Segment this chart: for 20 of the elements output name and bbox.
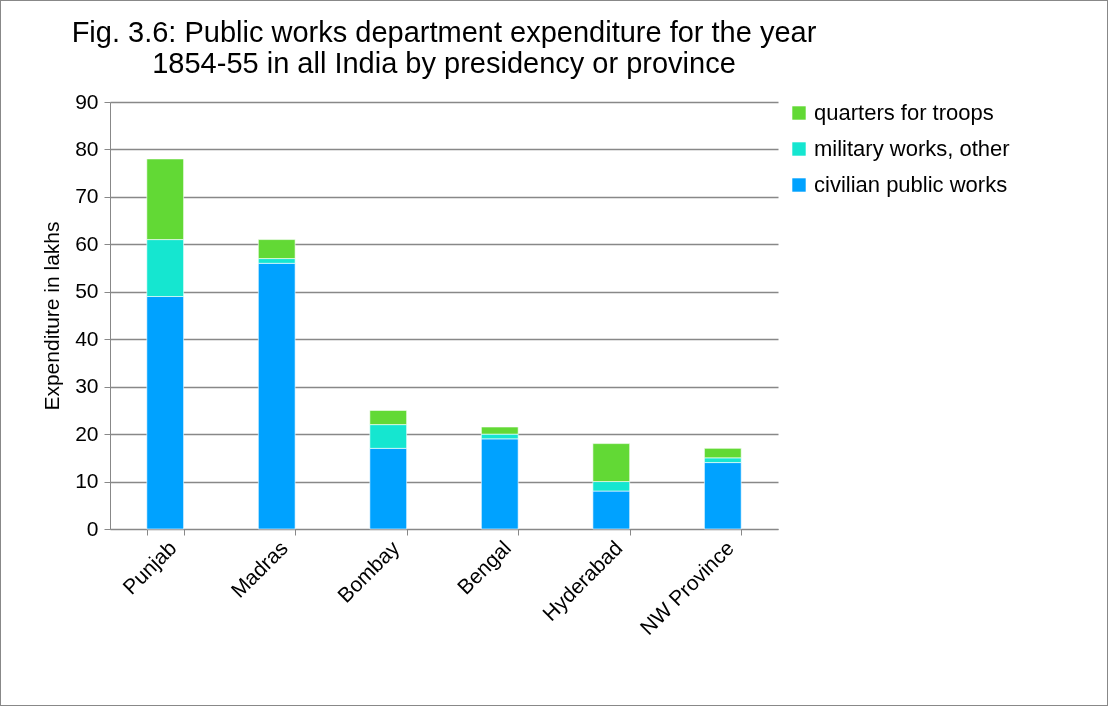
bar: [481, 438, 519, 530]
y-tick-label: 20: [75, 421, 99, 445]
y-tick-label: 90: [75, 89, 99, 113]
legend-label: military works, other: [814, 136, 1010, 161]
legend-label: quarters for troops: [814, 100, 994, 125]
y-tick-label: 80: [75, 136, 99, 160]
y-tick-label: 70: [75, 184, 99, 208]
text: 1854-55 in all India by presidency or province: [152, 47, 736, 79]
y-tick-label: 30: [75, 374, 99, 398]
bar: [704, 448, 742, 459]
text: Fig. 3.6: Public works department expenditure for the year: [71, 16, 817, 48]
y-tick-label: 10: [75, 469, 99, 493]
y-tick-label: 40: [75, 326, 99, 350]
bar: [258, 263, 296, 530]
legend-label: civilian public works: [814, 172, 1008, 197]
y-tick-label: 60: [75, 231, 99, 255]
y-axis-title: Expenditure in lakhs: [40, 221, 64, 411]
bar: [704, 462, 742, 530]
y-tick-label: 0: [86, 516, 99, 540]
y-tick-label: 50: [75, 279, 99, 303]
